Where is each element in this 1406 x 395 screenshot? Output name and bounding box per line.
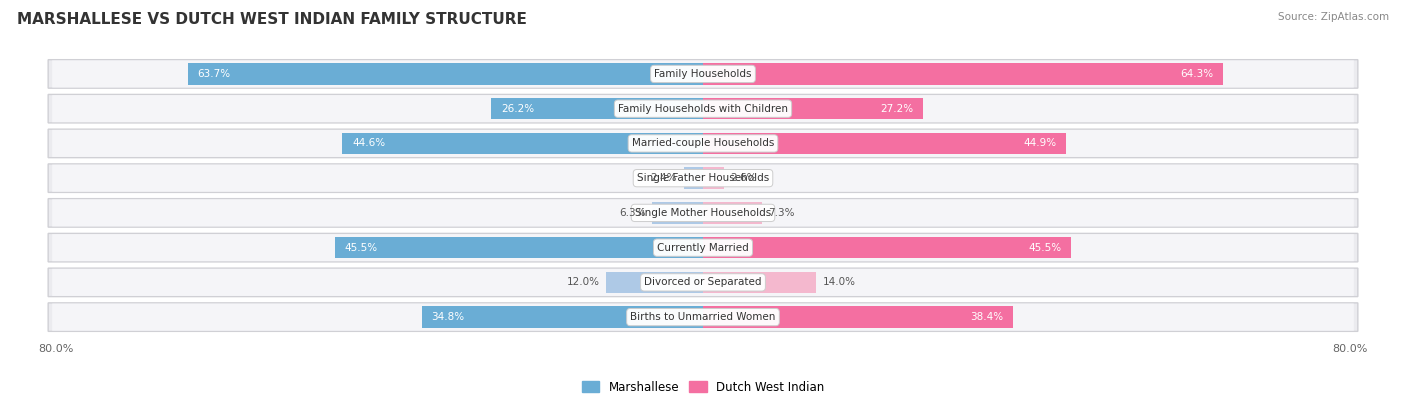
Bar — [703, 307, 1014, 328]
Text: 6.3%: 6.3% — [619, 208, 645, 218]
Text: 2.6%: 2.6% — [731, 173, 756, 183]
Text: 2.4%: 2.4% — [651, 173, 678, 183]
Text: 26.2%: 26.2% — [501, 103, 534, 114]
Bar — [188, 63, 703, 85]
Text: 34.8%: 34.8% — [432, 312, 464, 322]
Bar — [335, 237, 703, 258]
Text: Births to Unmarried Women: Births to Unmarried Women — [630, 312, 776, 322]
Text: 14.0%: 14.0% — [823, 277, 856, 288]
Bar — [703, 272, 815, 293]
Text: MARSHALLESE VS DUTCH WEST INDIAN FAMILY STRUCTURE: MARSHALLESE VS DUTCH WEST INDIAN FAMILY … — [17, 12, 527, 27]
Text: 38.4%: 38.4% — [970, 312, 1004, 322]
FancyBboxPatch shape — [48, 60, 1358, 88]
FancyBboxPatch shape — [52, 60, 1354, 87]
Bar — [683, 167, 703, 189]
Bar — [703, 63, 1223, 85]
Bar — [703, 167, 724, 189]
FancyBboxPatch shape — [52, 269, 1354, 296]
Bar — [703, 133, 1066, 154]
Legend: Marshallese, Dutch West Indian: Marshallese, Dutch West Indian — [578, 377, 828, 395]
Text: 63.7%: 63.7% — [198, 69, 231, 79]
Text: Currently Married: Currently Married — [657, 243, 749, 253]
Bar — [703, 202, 762, 224]
Text: 45.5%: 45.5% — [1028, 243, 1062, 253]
FancyBboxPatch shape — [52, 199, 1354, 226]
Text: 12.0%: 12.0% — [567, 277, 599, 288]
FancyBboxPatch shape — [52, 95, 1354, 122]
FancyBboxPatch shape — [48, 129, 1358, 158]
Bar — [491, 98, 703, 119]
Bar — [343, 133, 703, 154]
Text: 64.3%: 64.3% — [1180, 69, 1213, 79]
Text: Single Father Households: Single Father Households — [637, 173, 769, 183]
Text: Source: ZipAtlas.com: Source: ZipAtlas.com — [1278, 12, 1389, 22]
Text: Single Mother Households: Single Mother Households — [636, 208, 770, 218]
FancyBboxPatch shape — [52, 130, 1354, 157]
FancyBboxPatch shape — [48, 268, 1358, 297]
Text: Family Households: Family Households — [654, 69, 752, 79]
FancyBboxPatch shape — [48, 303, 1358, 331]
FancyBboxPatch shape — [52, 165, 1354, 192]
FancyBboxPatch shape — [48, 164, 1358, 192]
Text: Married-couple Households: Married-couple Households — [631, 138, 775, 149]
Bar — [422, 307, 703, 328]
FancyBboxPatch shape — [48, 199, 1358, 227]
FancyBboxPatch shape — [52, 304, 1354, 331]
Bar — [652, 202, 703, 224]
FancyBboxPatch shape — [48, 94, 1358, 123]
FancyBboxPatch shape — [52, 234, 1354, 261]
Text: 44.6%: 44.6% — [352, 138, 385, 149]
Bar — [606, 272, 703, 293]
Text: 45.5%: 45.5% — [344, 243, 378, 253]
Bar — [703, 98, 922, 119]
Text: 27.2%: 27.2% — [880, 103, 914, 114]
Bar — [703, 237, 1071, 258]
Text: 7.3%: 7.3% — [769, 208, 794, 218]
FancyBboxPatch shape — [48, 233, 1358, 262]
Text: Divorced or Separated: Divorced or Separated — [644, 277, 762, 288]
Text: 44.9%: 44.9% — [1024, 138, 1056, 149]
Text: Family Households with Children: Family Households with Children — [619, 103, 787, 114]
